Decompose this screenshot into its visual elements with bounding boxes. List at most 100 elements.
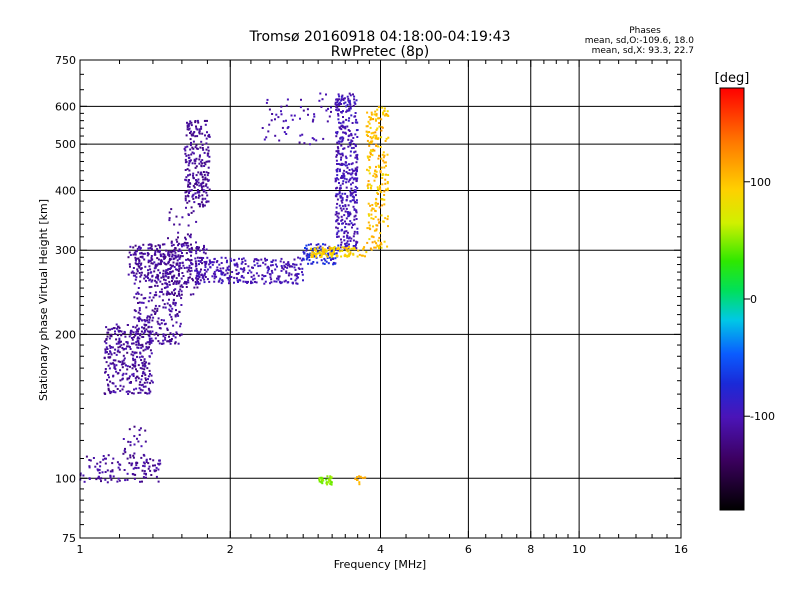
data-point	[105, 326, 108, 329]
data-point	[315, 243, 318, 246]
data-point	[348, 253, 351, 256]
data-point	[192, 279, 194, 282]
data-point	[119, 463, 122, 466]
data-point	[206, 174, 209, 177]
data-point	[337, 147, 340, 150]
data-point	[197, 203, 200, 206]
data-point	[285, 263, 288, 266]
data-point	[352, 196, 355, 199]
data-point	[181, 272, 184, 274]
data-point	[126, 377, 129, 380]
data-point	[344, 127, 347, 130]
data-point	[338, 126, 341, 129]
data-point	[346, 240, 349, 243]
data-point	[343, 230, 346, 233]
data-point	[335, 104, 338, 107]
data-point	[174, 336, 177, 339]
data-point	[201, 176, 204, 178]
data-point	[157, 340, 160, 343]
data-point	[205, 260, 208, 263]
data-point	[342, 120, 345, 123]
data-point	[116, 388, 119, 390]
data-point	[194, 269, 197, 272]
data-point	[370, 248, 373, 251]
data-point	[136, 270, 139, 273]
data-point	[140, 378, 143, 381]
data-point	[203, 173, 206, 176]
data-point	[157, 317, 160, 320]
data-point	[197, 121, 200, 124]
data-point	[267, 130, 270, 133]
data-point	[356, 121, 358, 124]
data-point	[311, 137, 314, 140]
data-point	[196, 270, 199, 273]
colorbar-tick-label: -100	[750, 410, 775, 423]
data-point	[161, 260, 164, 263]
data-point	[147, 269, 149, 272]
data-point	[98, 471, 101, 474]
data-point	[344, 210, 347, 213]
data-point	[141, 256, 144, 259]
data-point	[147, 243, 150, 246]
data-point	[124, 451, 127, 454]
data-point	[185, 154, 188, 157]
data-point	[373, 134, 376, 137]
data-point	[187, 189, 190, 192]
data-point	[195, 174, 198, 177]
data-point	[120, 334, 123, 337]
data-point	[168, 293, 171, 296]
data-point	[308, 256, 311, 259]
data-point	[327, 262, 330, 265]
data-point	[217, 280, 220, 283]
data-point	[196, 256, 199, 259]
data-point	[242, 270, 245, 273]
data-point	[263, 275, 265, 278]
data-point	[132, 372, 135, 375]
data-point	[195, 147, 198, 150]
data-point	[280, 105, 283, 108]
data-point	[386, 181, 389, 183]
data-point	[180, 297, 183, 300]
data-point	[208, 133, 211, 136]
data-point	[354, 167, 357, 170]
data-point	[143, 360, 146, 363]
data-point	[177, 274, 180, 277]
data-point	[202, 251, 205, 254]
data-point	[173, 249, 176, 252]
data-point	[228, 275, 231, 278]
data-point	[165, 292, 168, 295]
x-tick-label: 8	[527, 543, 534, 556]
data-point	[122, 385, 125, 388]
data-point	[374, 118, 377, 121]
data-point	[132, 357, 134, 360]
data-point	[348, 130, 351, 132]
data-point	[97, 477, 100, 480]
data-point	[98, 468, 101, 471]
data-point	[340, 177, 343, 179]
data-point	[285, 271, 288, 274]
data-point	[338, 204, 341, 207]
data-point	[131, 392, 134, 395]
data-point	[205, 248, 208, 251]
data-point	[318, 476, 321, 479]
data-point	[367, 120, 370, 123]
data-point	[354, 133, 357, 136]
data-point	[182, 264, 185, 267]
data-point	[348, 117, 351, 120]
data-point	[109, 362, 112, 365]
data-point	[337, 93, 340, 96]
data-point	[161, 243, 164, 246]
data-point	[146, 330, 149, 333]
data-point	[95, 478, 98, 481]
data-point	[107, 353, 110, 356]
data-point	[238, 257, 240, 260]
data-point	[149, 292, 152, 295]
data-point	[146, 254, 149, 257]
data-point	[150, 352, 153, 355]
data-point	[337, 178, 340, 181]
data-point	[175, 215, 178, 218]
data-point	[206, 119, 208, 122]
data-point	[145, 324, 148, 326]
data-point	[104, 368, 107, 370]
data-point	[179, 254, 182, 257]
